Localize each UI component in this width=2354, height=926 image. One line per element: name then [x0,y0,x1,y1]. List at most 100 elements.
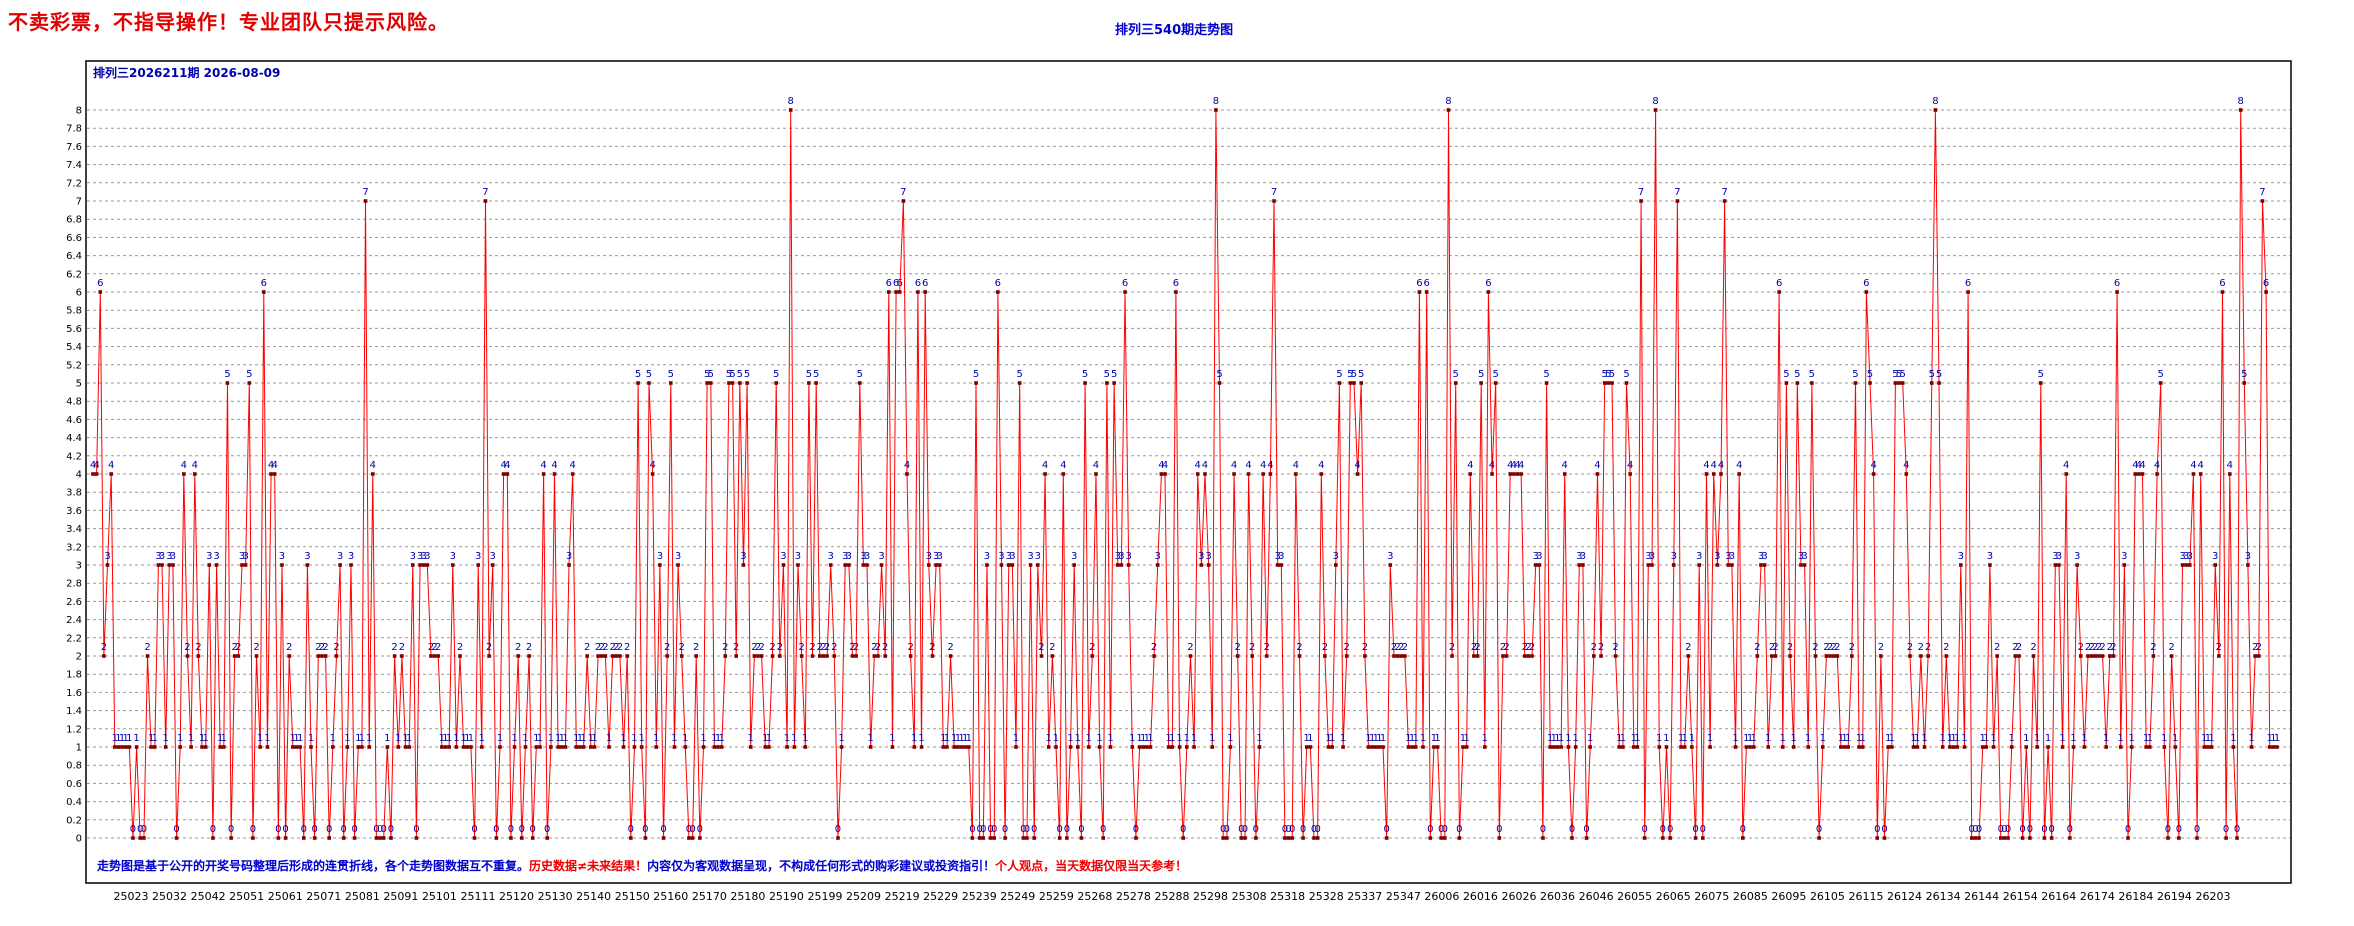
data-point [1428,836,1433,840]
data-point [625,654,629,658]
data-point [425,563,430,567]
data-label: 0 [2234,824,2240,835]
data-label: 1 [1860,733,1866,744]
data-point [2195,836,2199,840]
data-label: 2 [1525,642,1531,653]
data-label: 3 [1155,551,1161,562]
y-tick-label: 0.8 [66,761,82,772]
data-label: 5 [1216,369,1222,380]
data-label: 2 [486,642,492,653]
data-label: 1 [1780,733,1786,744]
data-label: 1 [1140,733,1146,744]
data-label: 2 [1849,642,1855,653]
data-point [879,563,884,567]
data-point [621,745,626,749]
data-label: 3 [2052,551,2058,562]
data-label: 2 [1344,642,1350,653]
data-point [1410,745,1414,749]
data-point [2024,745,2029,749]
data-point [1010,563,1015,567]
data-point [923,290,927,294]
data-point [1036,563,1040,567]
data-label: 4 [1718,460,1724,471]
data-point [1275,563,1280,567]
data-label: 2 [2168,642,2174,653]
data-label: 1 [148,733,154,744]
data-point [247,381,252,385]
y-tick-label: 3.2 [66,542,82,553]
data-label: 2 [599,642,605,653]
data-point [894,290,898,294]
data-point [1025,836,1029,840]
data-label: 3 [795,551,801,562]
data-label: 0 [137,824,143,835]
data-point [102,654,106,658]
data-label: 5 [1543,369,1549,380]
data-point [807,381,811,385]
x-tick-label: 25023 [114,890,149,903]
data-label: 4 [1489,460,1495,471]
data-point [341,836,346,840]
data-point [1493,381,1498,385]
data-label: 4 [1518,460,1524,471]
data-point [1021,836,1026,840]
data-point [930,654,935,658]
data-label: 2 [2256,642,2262,653]
data-point [639,745,644,749]
data-point [596,654,600,658]
data-label: 1 [955,733,961,744]
data-label: 0 [210,824,216,835]
data-point [2129,745,2134,749]
data-label: 4 [1736,460,1742,471]
data-point [222,745,226,749]
x-tick-label: 25318 [1270,890,1305,903]
data-point [349,563,353,567]
data-label: 0 [1002,824,1008,835]
data-label: 1 [555,733,561,744]
data-point [1977,836,1981,840]
x-tick-label: 25160 [653,890,688,903]
data-point [1900,381,1905,385]
data-point [1606,381,1611,385]
data-point [1915,745,1920,749]
data-point [563,745,568,749]
data-point [421,563,426,567]
data-label: 1 [511,733,517,744]
data-label: 6 [2263,278,2269,289]
data-label: 4 [1318,460,1324,471]
data-point [1395,654,1400,658]
data-label: 3 [213,551,219,562]
data-point [109,472,113,476]
data-label: 1 [1304,733,1310,744]
data-label: 2 [2216,642,2222,653]
data-point [436,654,441,658]
data-label: 2 [1449,642,1455,653]
data-label: 0 [835,824,841,835]
data-point [280,563,284,567]
data-label: 1 [497,733,503,744]
data-label: 2 [253,642,259,653]
data-label: 5 [2158,369,2164,380]
data-point [1214,108,1218,112]
data-point [1530,654,1534,658]
data-point [1101,836,1106,840]
data-label: 2 [1823,642,1829,653]
data-label: 1 [1256,733,1262,744]
data-point [1853,381,1858,385]
data-point [1839,745,1843,749]
data-point [371,472,375,476]
data-label: 1 [188,733,194,744]
data-label: 2 [1907,642,1913,653]
x-tick-label: 25199 [808,890,843,903]
data-label: 1 [1551,733,1557,744]
data-label: 0 [1692,824,1698,835]
data-label: 3 [1198,551,1204,562]
data-label: 2 [871,642,877,653]
data-point [2169,654,2174,658]
data-label: 2 [824,642,830,653]
data-label: 2 [315,642,321,653]
data-point [1599,654,1603,658]
x-tick-label: 26085 [1733,890,1768,903]
plot-frame [85,60,2292,884]
data-label: 3 [860,551,866,562]
